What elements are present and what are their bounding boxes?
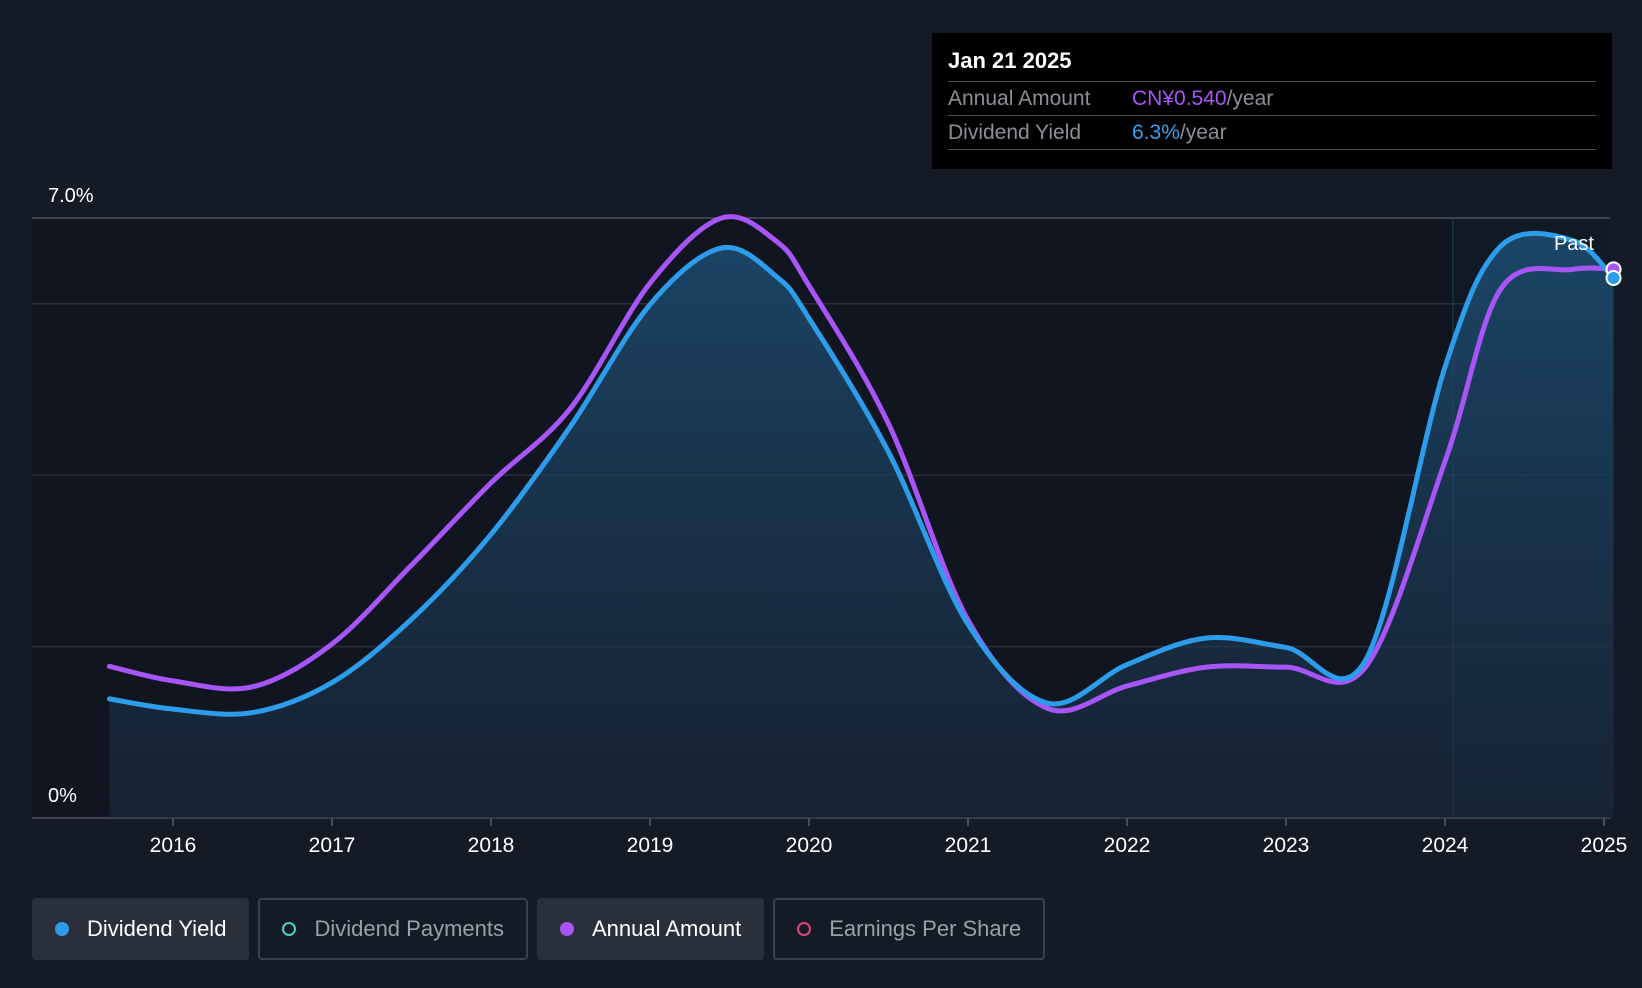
tooltip-value: 6.3%	[1132, 121, 1180, 144]
x-tick-label: 2025	[1581, 834, 1628, 857]
dividend-yield-end-marker	[1605, 270, 1622, 286]
legend-label: Annual Amount	[591, 916, 742, 941]
x-tick-label: 2024	[1422, 834, 1469, 857]
dividend-yield-area	[109, 233, 1614, 818]
legend-earnings-per-share-button[interactable]: Earnings Per Share	[773, 898, 1046, 960]
tooltip-row-dividend-yield: Dividend Yield 6.3% /year	[948, 115, 1596, 150]
annual-amount-line	[106, 214, 1617, 714]
legend-label: Earnings Per Share	[829, 916, 1022, 941]
chart-legend: Dividend Yield Dividend Payments Annual …	[32, 898, 1046, 960]
tooltip-label: Annual Amount	[948, 87, 1091, 110]
legend-annual-amount-button[interactable]: Annual Amount	[536, 898, 765, 960]
legend-label: Dividend Yield	[87, 916, 227, 941]
filled-dot-icon	[559, 922, 574, 936]
tooltip-panel: Jan 21 2025 Annual Amount CN¥0.540 /year…	[932, 33, 1612, 169]
x-tick-label: 2022	[1104, 834, 1151, 857]
y-tick-label-top: 7.0%	[48, 185, 94, 207]
tooltip-row-annual-amount: Annual Amount CN¥0.540 /year	[948, 81, 1596, 115]
dividend-yield-line	[106, 230, 1617, 717]
tooltip-unit: /year	[1226, 87, 1274, 110]
legend-dividend-yield-button[interactable]: Dividend Yield	[32, 898, 250, 960]
tooltip-value: CN¥0.540	[1132, 87, 1227, 110]
tooltip-unit: /year	[1179, 121, 1227, 144]
x-tick-label: 2023	[1263, 834, 1310, 857]
filled-dot-icon	[55, 922, 69, 936]
x-tick-label: 2019	[627, 834, 674, 857]
x-tick-label: 2018	[468, 834, 515, 857]
dividend-chart: 2016 2017 2018 2019 2020 2021 2022 2023 2024 2025…	[32, 185, 1628, 857]
hollow-dot-icon	[797, 922, 812, 936]
hollow-dot-icon	[282, 922, 297, 936]
x-tick-label: 2017	[309, 834, 356, 857]
x-tick-label: 2016	[150, 834, 197, 857]
legend-label: Dividend Payments	[314, 916, 504, 941]
tooltip-label: Dividend Yield	[948, 121, 1082, 144]
tooltip-date: Jan 21 2025	[948, 48, 1072, 73]
past-label: Past	[1554, 233, 1594, 255]
x-tick-label: 2020	[786, 834, 833, 857]
legend-dividend-payments-button[interactable]: Dividend Payments	[258, 898, 528, 960]
y-tick-label-bottom: 0%	[48, 785, 77, 807]
x-tick-label: 2021	[945, 834, 992, 857]
